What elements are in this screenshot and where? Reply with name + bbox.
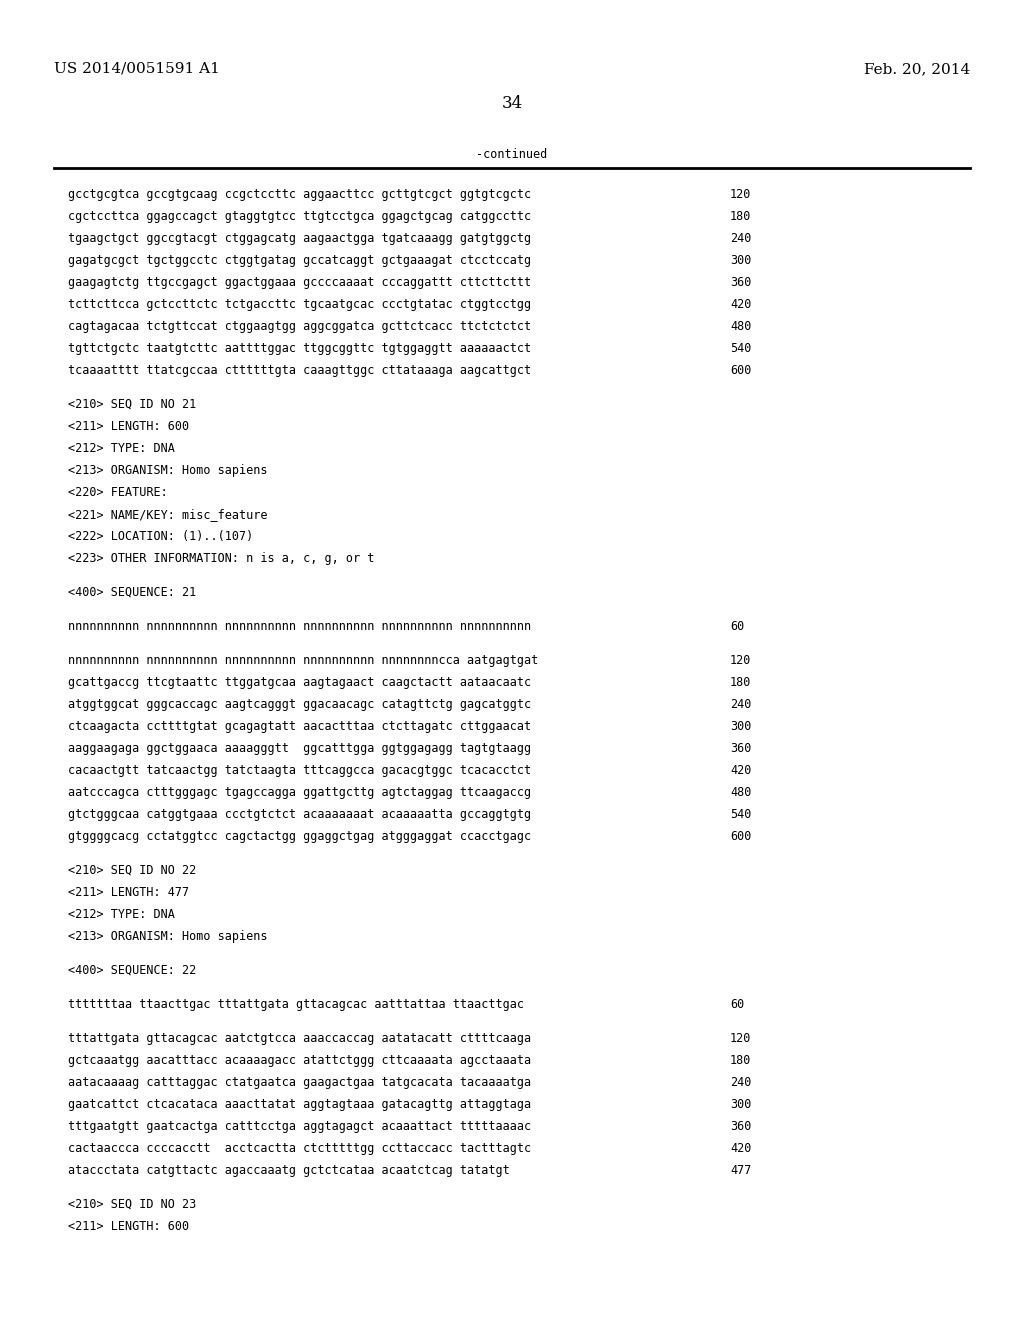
Text: gctcaaatgg aacatttacc acaaaagacc atattctggg cttcaaaata agcctaaata: gctcaaatgg aacatttacc acaaaagacc atattct… [68,1053,531,1067]
Text: gcattgaccg ttcgtaattc ttggatgcaa aagtagaact caagctactt aataacaatc: gcattgaccg ttcgtaattc ttggatgcaa aagtaga… [68,676,531,689]
Text: 420: 420 [730,1142,752,1155]
Text: 120: 120 [730,1032,752,1045]
Text: <210> SEQ ID NO 22: <210> SEQ ID NO 22 [68,865,197,876]
Text: <211> LENGTH: 600: <211> LENGTH: 600 [68,420,189,433]
Text: <400> SEQUENCE: 22: <400> SEQUENCE: 22 [68,964,197,977]
Text: tcaaaatttt ttatcgccaa cttttttgta caaagttggc cttataaaga aagcattgct: tcaaaatttt ttatcgccaa cttttttgta caaagtt… [68,364,531,378]
Text: <221> NAME/KEY: misc_feature: <221> NAME/KEY: misc_feature [68,508,267,521]
Text: aaggaagaga ggctggaaca aaaagggtt  ggcatttgga ggtggagagg tagtgtaagg: aaggaagaga ggctggaaca aaaagggtt ggcatttg… [68,742,531,755]
Text: cagtagacaa tctgttccat ctggaagtgg aggcggatca gcttctcacc ttctctctct: cagtagacaa tctgttccat ctggaagtgg aggcgga… [68,319,531,333]
Text: 600: 600 [730,830,752,843]
Text: 600: 600 [730,364,752,378]
Text: -continued: -continued [476,148,548,161]
Text: gtggggcacg cctatggtcc cagctactgg ggaggctgag atgggaggat ccacctgagc: gtggggcacg cctatggtcc cagctactgg ggaggct… [68,830,531,843]
Text: <220> FEATURE:: <220> FEATURE: [68,486,168,499]
Text: nnnnnnnnnn nnnnnnnnnn nnnnnnnnnn nnnnnnnnnn nnnnnnnncca aatgagtgat: nnnnnnnnnn nnnnnnnnnn nnnnnnnnnn nnnnnnn… [68,653,539,667]
Text: 540: 540 [730,808,752,821]
Text: 180: 180 [730,210,752,223]
Text: gaagagtctg ttgccgagct ggactggaaa gccccaaaat cccaggattt cttcttcttt: gaagagtctg ttgccgagct ggactggaaa gccccaa… [68,276,531,289]
Text: aatacaaaag catttaggac ctatgaatca gaagactgaa tatgcacata tacaaaatga: aatacaaaag catttaggac ctatgaatca gaagact… [68,1076,531,1089]
Text: gagatgcgct tgctggcctc ctggtgatag gccatcaggt gctgaaagat ctcctccatg: gagatgcgct tgctggcctc ctggtgatag gccatca… [68,253,531,267]
Text: 240: 240 [730,232,752,246]
Text: cactaaccca ccccacctt  acctcactta ctctttttgg ccttaccacc tactttagtc: cactaaccca ccccacctt acctcactta ctcttttt… [68,1142,531,1155]
Text: <211> LENGTH: 477: <211> LENGTH: 477 [68,886,189,899]
Text: Feb. 20, 2014: Feb. 20, 2014 [864,62,970,77]
Text: 300: 300 [730,253,752,267]
Text: <212> TYPE: DNA: <212> TYPE: DNA [68,908,175,921]
Text: <210> SEQ ID NO 21: <210> SEQ ID NO 21 [68,399,197,411]
Text: 300: 300 [730,1098,752,1111]
Text: <212> TYPE: DNA: <212> TYPE: DNA [68,442,175,455]
Text: gtctgggcaa catggtgaaa ccctgtctct acaaaaaaat acaaaaatta gccaggtgtg: gtctgggcaa catggtgaaa ccctgtctct acaaaaa… [68,808,531,821]
Text: 300: 300 [730,719,752,733]
Text: gcctgcgtca gccgtgcaag ccgctccttc aggaacttcc gcttgtcgct ggtgtcgctc: gcctgcgtca gccgtgcaag ccgctccttc aggaact… [68,187,531,201]
Text: 34: 34 [502,95,522,112]
Text: 540: 540 [730,342,752,355]
Text: <223> OTHER INFORMATION: n is a, c, g, or t: <223> OTHER INFORMATION: n is a, c, g, o… [68,552,375,565]
Text: 360: 360 [730,1119,752,1133]
Text: cgctccttca ggagccagct gtaggtgtcc ttgtcctgca ggagctgcag catggccttc: cgctccttca ggagccagct gtaggtgtcc ttgtcct… [68,210,531,223]
Text: <222> LOCATION: (1)..(107): <222> LOCATION: (1)..(107) [68,531,253,543]
Text: 240: 240 [730,698,752,711]
Text: 240: 240 [730,1076,752,1089]
Text: ctcaagacta ccttttgtat gcagagtatt aacactttaa ctcttagatc cttggaacat: ctcaagacta ccttttgtat gcagagtatt aacactt… [68,719,531,733]
Text: 60: 60 [730,620,744,634]
Text: tttattgata gttacagcac aatctgtcca aaaccaccag aatatacatt cttttcaaga: tttattgata gttacagcac aatctgtcca aaaccac… [68,1032,531,1045]
Text: ataccctata catgttactc agaccaaatg gctctcataa acaatctcag tatatgt: ataccctata catgttactc agaccaaatg gctctca… [68,1164,510,1177]
Text: gaatcattct ctcacataca aaacttatat aggtagtaaa gatacagttg attaggtaga: gaatcattct ctcacataca aaacttatat aggtagt… [68,1098,531,1111]
Text: 360: 360 [730,742,752,755]
Text: tcttcttcca gctccttctc tctgaccttc tgcaatgcac ccctgtatac ctggtcctgg: tcttcttcca gctccttctc tctgaccttc tgcaatg… [68,298,531,312]
Text: aatcccagca ctttgggagc tgagccagga ggattgcttg agtctaggag ttcaagaccg: aatcccagca ctttgggagc tgagccagga ggattgc… [68,785,531,799]
Text: 480: 480 [730,785,752,799]
Text: <210> SEQ ID NO 23: <210> SEQ ID NO 23 [68,1199,197,1210]
Text: nnnnnnnnnn nnnnnnnnnn nnnnnnnnnn nnnnnnnnnn nnnnnnnnnn nnnnnnnnnn: nnnnnnnnnn nnnnnnnnnn nnnnnnnnnn nnnnnnn… [68,620,531,634]
Text: cacaactgtt tatcaactgg tatctaagta tttcaggcca gacacgtggc tcacacctct: cacaactgtt tatcaactgg tatctaagta tttcagg… [68,764,531,777]
Text: 180: 180 [730,1053,752,1067]
Text: tgttctgctc taatgtcttc aattttggac ttggcggttc tgtggaggtt aaaaaactct: tgttctgctc taatgtcttc aattttggac ttggcgg… [68,342,531,355]
Text: 477: 477 [730,1164,752,1177]
Text: 120: 120 [730,187,752,201]
Text: <211> LENGTH: 600: <211> LENGTH: 600 [68,1220,189,1233]
Text: tttttttaa ttaacttgac tttattgata gttacagcac aatttattaa ttaacttgac: tttttttaa ttaacttgac tttattgata gttacagc… [68,998,524,1011]
Text: atggtggcat gggcaccagc aagtcagggt ggacaacagc catagttctg gagcatggtc: atggtggcat gggcaccagc aagtcagggt ggacaac… [68,698,531,711]
Text: 360: 360 [730,276,752,289]
Text: <213> ORGANISM: Homo sapiens: <213> ORGANISM: Homo sapiens [68,931,267,942]
Text: 480: 480 [730,319,752,333]
Text: <400> SEQUENCE: 21: <400> SEQUENCE: 21 [68,586,197,599]
Text: 180: 180 [730,676,752,689]
Text: 60: 60 [730,998,744,1011]
Text: 420: 420 [730,764,752,777]
Text: tttgaatgtt gaatcactga catttcctga aggtagagct acaaattact tttttaaaac: tttgaatgtt gaatcactga catttcctga aggtaga… [68,1119,531,1133]
Text: 120: 120 [730,653,752,667]
Text: 420: 420 [730,298,752,312]
Text: <213> ORGANISM: Homo sapiens: <213> ORGANISM: Homo sapiens [68,465,267,477]
Text: US 2014/0051591 A1: US 2014/0051591 A1 [54,62,220,77]
Text: tgaagctgct ggccgtacgt ctggagcatg aagaactgga tgatcaaagg gatgtggctg: tgaagctgct ggccgtacgt ctggagcatg aagaact… [68,232,531,246]
